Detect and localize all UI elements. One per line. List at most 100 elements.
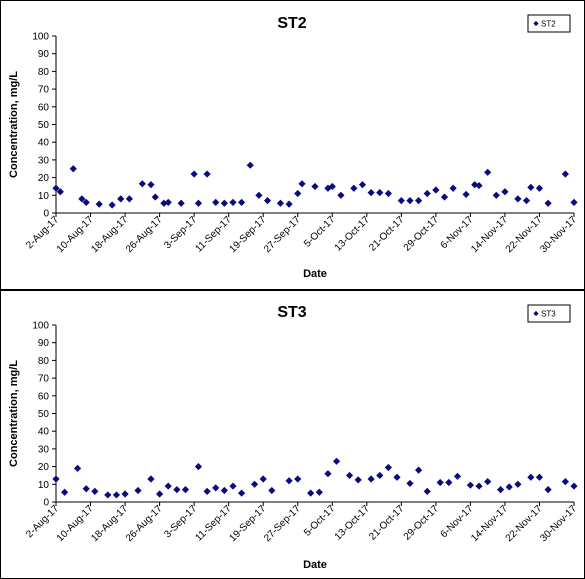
y-tick-label: 0 (43, 498, 49, 509)
data-point (181, 486, 190, 494)
data-point (358, 181, 367, 189)
data-point (367, 189, 375, 197)
y-tick-label: 80 (38, 356, 50, 367)
data-point (311, 182, 319, 191)
data-point (173, 486, 181, 494)
data-point (203, 170, 211, 178)
legend-marker (533, 20, 539, 27)
chart-frame (0, 290, 585, 579)
data-point (501, 188, 509, 196)
data-point (238, 198, 246, 206)
y-axis-title: Concentration, mg/L (8, 360, 20, 467)
data-point (220, 486, 228, 495)
data-point (147, 475, 155, 483)
y-tick-label: 50 (38, 120, 50, 131)
data-point (294, 475, 302, 483)
data-point (69, 165, 77, 173)
data-point (190, 170, 198, 178)
data-point (376, 189, 384, 197)
y-tick-label: 60 (38, 391, 50, 402)
data-point (125, 195, 133, 203)
data-point (475, 482, 483, 490)
data-point (212, 198, 220, 206)
data-point (345, 471, 354, 480)
data-point (285, 200, 293, 208)
y-tick-label: 20 (38, 173, 50, 184)
data-point (203, 487, 211, 495)
legend-label: ST3 (541, 310, 556, 319)
y-tick-label: 10 (38, 191, 50, 202)
data-point (475, 181, 483, 190)
data-point (250, 480, 259, 488)
data-point (367, 475, 375, 483)
data-point (522, 197, 531, 205)
data-point (570, 198, 578, 206)
y-tick-label: 70 (38, 85, 50, 96)
data-point (108, 201, 116, 209)
data-point (246, 161, 254, 169)
data-point (492, 191, 500, 199)
y-tick-label: 20 (38, 462, 50, 473)
y-tick-label: 40 (38, 427, 50, 438)
y-tick-label: 70 (38, 374, 50, 385)
data-point (229, 198, 237, 206)
data-point (220, 199, 228, 207)
y-tick-label: 100 (32, 321, 49, 332)
chart-panel-st3: ST3 0 10 20 30 40 50 60 70 80 90 100 2-Aug-17 10-Aug-… (0, 290, 585, 579)
data-point (294, 189, 302, 198)
x-axis-title: Date (303, 559, 327, 571)
data-point (259, 475, 267, 483)
data-point (337, 191, 345, 199)
data-point (73, 464, 82, 472)
data-point (82, 198, 90, 206)
data-point (514, 480, 522, 488)
data-point (484, 168, 492, 176)
y-tick-label: 100 (32, 32, 49, 43)
data-point (350, 184, 358, 192)
data-point (423, 189, 431, 198)
chart-st2: ST201020304050607080901002-Aug-1710-Aug-… (0, 0, 585, 290)
data-point (194, 199, 203, 207)
data-point (415, 197, 423, 205)
data-point (151, 193, 159, 201)
data-point (52, 184, 60, 192)
data-point (255, 191, 263, 199)
data-point (535, 184, 544, 192)
legend-marker (533, 310, 539, 317)
data-point (117, 195, 125, 203)
data-point (285, 477, 293, 485)
data-point (164, 198, 172, 206)
data-point (544, 486, 552, 494)
data-point (298, 180, 306, 188)
data-point (268, 486, 276, 495)
y-tick-label: 60 (38, 102, 50, 113)
data-point (354, 476, 362, 484)
data-point (263, 197, 272, 205)
data-point (449, 184, 457, 192)
data-point (397, 197, 405, 205)
data-point (544, 199, 552, 207)
y-axis-title: Concentration, mg/L (8, 71, 20, 178)
data-point (376, 471, 384, 480)
data-point (462, 190, 470, 199)
data-point (91, 487, 99, 495)
legend-label: ST2 (541, 20, 556, 29)
data-point (393, 473, 401, 481)
data-point (514, 195, 522, 203)
data-point (147, 181, 155, 189)
y-tick-label: 30 (38, 444, 50, 455)
chart-title: ST2 (277, 15, 306, 32)
data-point (52, 475, 60, 483)
y-tick-label: 30 (38, 155, 50, 166)
y-tick-label: 90 (38, 49, 50, 60)
data-point (384, 189, 392, 198)
chart-frame (0, 0, 585, 290)
data-point (432, 186, 440, 194)
y-tick-label: 50 (38, 409, 50, 420)
data-point (561, 170, 569, 178)
data-point (95, 200, 103, 208)
legend-box (527, 304, 571, 323)
chart-panel-st2: ST2 0 10 20 30 40 50 60 70 80 90 100 2-Aug-17 10-Aug-… (0, 0, 585, 290)
y-tick-label: 10 (38, 480, 50, 491)
data-point (276, 199, 285, 207)
